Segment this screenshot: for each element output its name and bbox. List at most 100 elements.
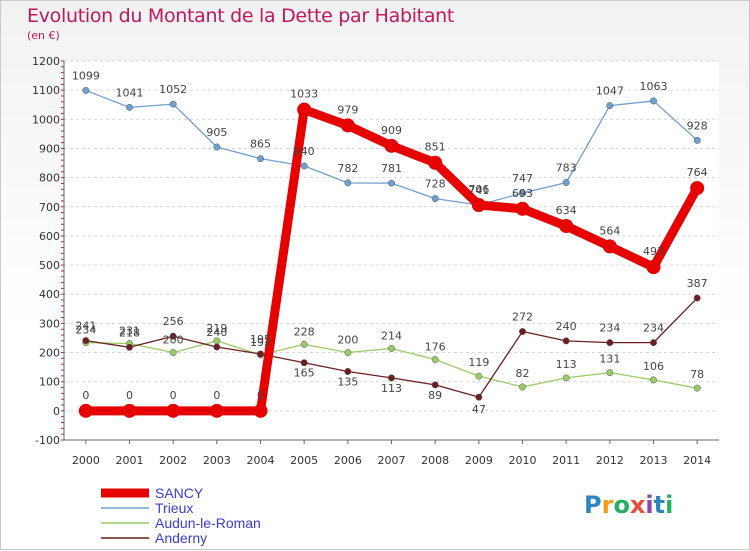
data-label-sancy: 493: [643, 245, 664, 258]
y-tick-label: 100: [39, 376, 60, 389]
data-label-anderny: 195: [250, 333, 271, 346]
data-point-sancy: [646, 260, 661, 275]
chart-unit: (en €): [27, 29, 60, 42]
data-label-audun-le-roman: 113: [556, 358, 577, 371]
data-label-sancy: 0: [126, 389, 133, 402]
data-label-audun-le-roman: 119: [468, 356, 489, 369]
data-label-anderny: 240: [556, 320, 577, 333]
data-label-trieux: 1063: [640, 80, 668, 93]
data-label-anderny: 113: [381, 382, 402, 395]
data-label-trieux: 747: [512, 172, 533, 185]
data-label-sancy: 764: [687, 166, 708, 179]
data-label-audun-le-roman: 234: [75, 324, 96, 337]
data-point-trieux: [300, 162, 308, 170]
legend-label-anderny: Anderny: [155, 530, 207, 546]
logo-letter: P: [584, 491, 602, 519]
y-tick-label: 1100: [32, 84, 60, 97]
data-point-anderny: [475, 393, 483, 401]
x-tick-label: 2000: [72, 454, 100, 467]
data-label-audun-le-roman: 192: [250, 336, 271, 349]
data-point-anderny: [693, 294, 701, 302]
data-point-audun-le-roman: [650, 376, 657, 384]
data-label-trieux: 1041: [116, 86, 144, 99]
data-label-sancy: 0: [257, 389, 264, 402]
data-point-sancy: [602, 239, 617, 254]
data-label-trieux: 741: [468, 184, 489, 197]
x-tick-label: 2014: [683, 454, 711, 467]
y-tick-label: 600: [39, 230, 60, 243]
x-tick-label: 2006: [334, 454, 362, 467]
data-label-sancy: 0: [170, 389, 177, 402]
data-point-audun-le-roman: [388, 345, 395, 352]
data-point-sancy: [559, 219, 574, 234]
data-label-trieux: 928: [687, 119, 708, 132]
data-point-audun-le-roman: [606, 369, 614, 377]
data-point-trieux: [388, 179, 395, 187]
legend-label-audun-le-roman: Audun-le-Roman: [155, 515, 261, 531]
data-point-audun-le-roman: [693, 384, 701, 392]
data-label-sancy: 0: [82, 389, 89, 402]
y-tick-label: 1200: [32, 55, 60, 68]
y-tick-label: 400: [39, 288, 60, 301]
data-label-anderny: 387: [687, 277, 708, 290]
y-tick-label: 1000: [32, 113, 60, 126]
data-label-audun-le-roman: 82: [516, 367, 530, 380]
data-label-anderny: 256: [163, 315, 184, 328]
data-point-anderny: [562, 337, 570, 345]
y-tick-label: 900: [39, 142, 60, 155]
data-point-anderny: [213, 343, 221, 351]
data-point-trieux: [126, 103, 133, 111]
data-point-trieux: [606, 102, 614, 110]
data-label-sancy: 634: [556, 204, 577, 217]
data-label-anderny: 240: [206, 326, 227, 339]
x-tick-label: 2009: [465, 454, 493, 467]
data-point-trieux: [344, 179, 352, 187]
logo-letter: i: [665, 491, 674, 519]
data-point-audun-le-roman: [519, 383, 526, 391]
data-label-anderny: 272: [512, 311, 533, 324]
data-point-trieux: [213, 143, 221, 151]
logo-letter: i: [645, 491, 654, 519]
data-label-trieux: 840: [294, 145, 315, 158]
data-label-trieux: 783: [556, 162, 577, 175]
logo-letter: r: [601, 491, 614, 519]
data-point-trieux: [650, 97, 657, 105]
data-point-anderny: [169, 332, 177, 340]
data-label-audun-le-roman: 200: [163, 334, 184, 347]
logo-letter: t: [653, 491, 666, 519]
x-tick-label: 2001: [116, 454, 144, 467]
data-label-audun-le-roman: 214: [381, 329, 402, 342]
data-point-audun-le-roman: [475, 372, 483, 380]
data-label-sancy: 851: [425, 141, 446, 154]
data-label-trieux: 781: [381, 162, 402, 175]
data-label-anderny: 47: [472, 403, 486, 416]
y-tick-label: 300: [39, 317, 60, 330]
data-point-anderny: [519, 328, 526, 335]
data-point-trieux: [169, 100, 177, 108]
data-label-trieux: 865: [250, 138, 271, 151]
data-label-trieux: 1052: [159, 83, 187, 96]
data-label-anderny: 241: [75, 320, 96, 333]
data-label-trieux: 905: [206, 126, 227, 139]
data-label-sancy: 564: [599, 224, 620, 237]
data-point-anderny: [388, 374, 395, 382]
data-label-sancy: 1033: [290, 88, 318, 101]
proxiti-logo: Proxiti: [584, 491, 673, 519]
data-point-trieux: [257, 155, 264, 163]
data-point-trieux: [431, 195, 439, 203]
legend-label-trieux: Trieux: [155, 500, 193, 516]
data-label-sancy: 0: [213, 389, 220, 402]
data-point-anderny: [257, 350, 264, 358]
x-tick-label: 2011: [552, 454, 580, 467]
data-point-audun-le-roman: [300, 340, 308, 348]
x-tick-label: 2007: [378, 454, 406, 467]
x-tick-label: 2002: [159, 454, 187, 467]
data-label-audun-le-roman: 176: [425, 341, 446, 354]
x-tick-label: 2003: [203, 454, 231, 467]
data-point-sancy: [253, 403, 268, 418]
y-tick-label: 500: [39, 259, 60, 272]
data-point-anderny: [126, 343, 133, 351]
data-label-audun-le-roman: 106: [643, 360, 664, 373]
data-point-anderny: [606, 339, 614, 347]
data-point-audun-le-roman: [169, 349, 177, 356]
